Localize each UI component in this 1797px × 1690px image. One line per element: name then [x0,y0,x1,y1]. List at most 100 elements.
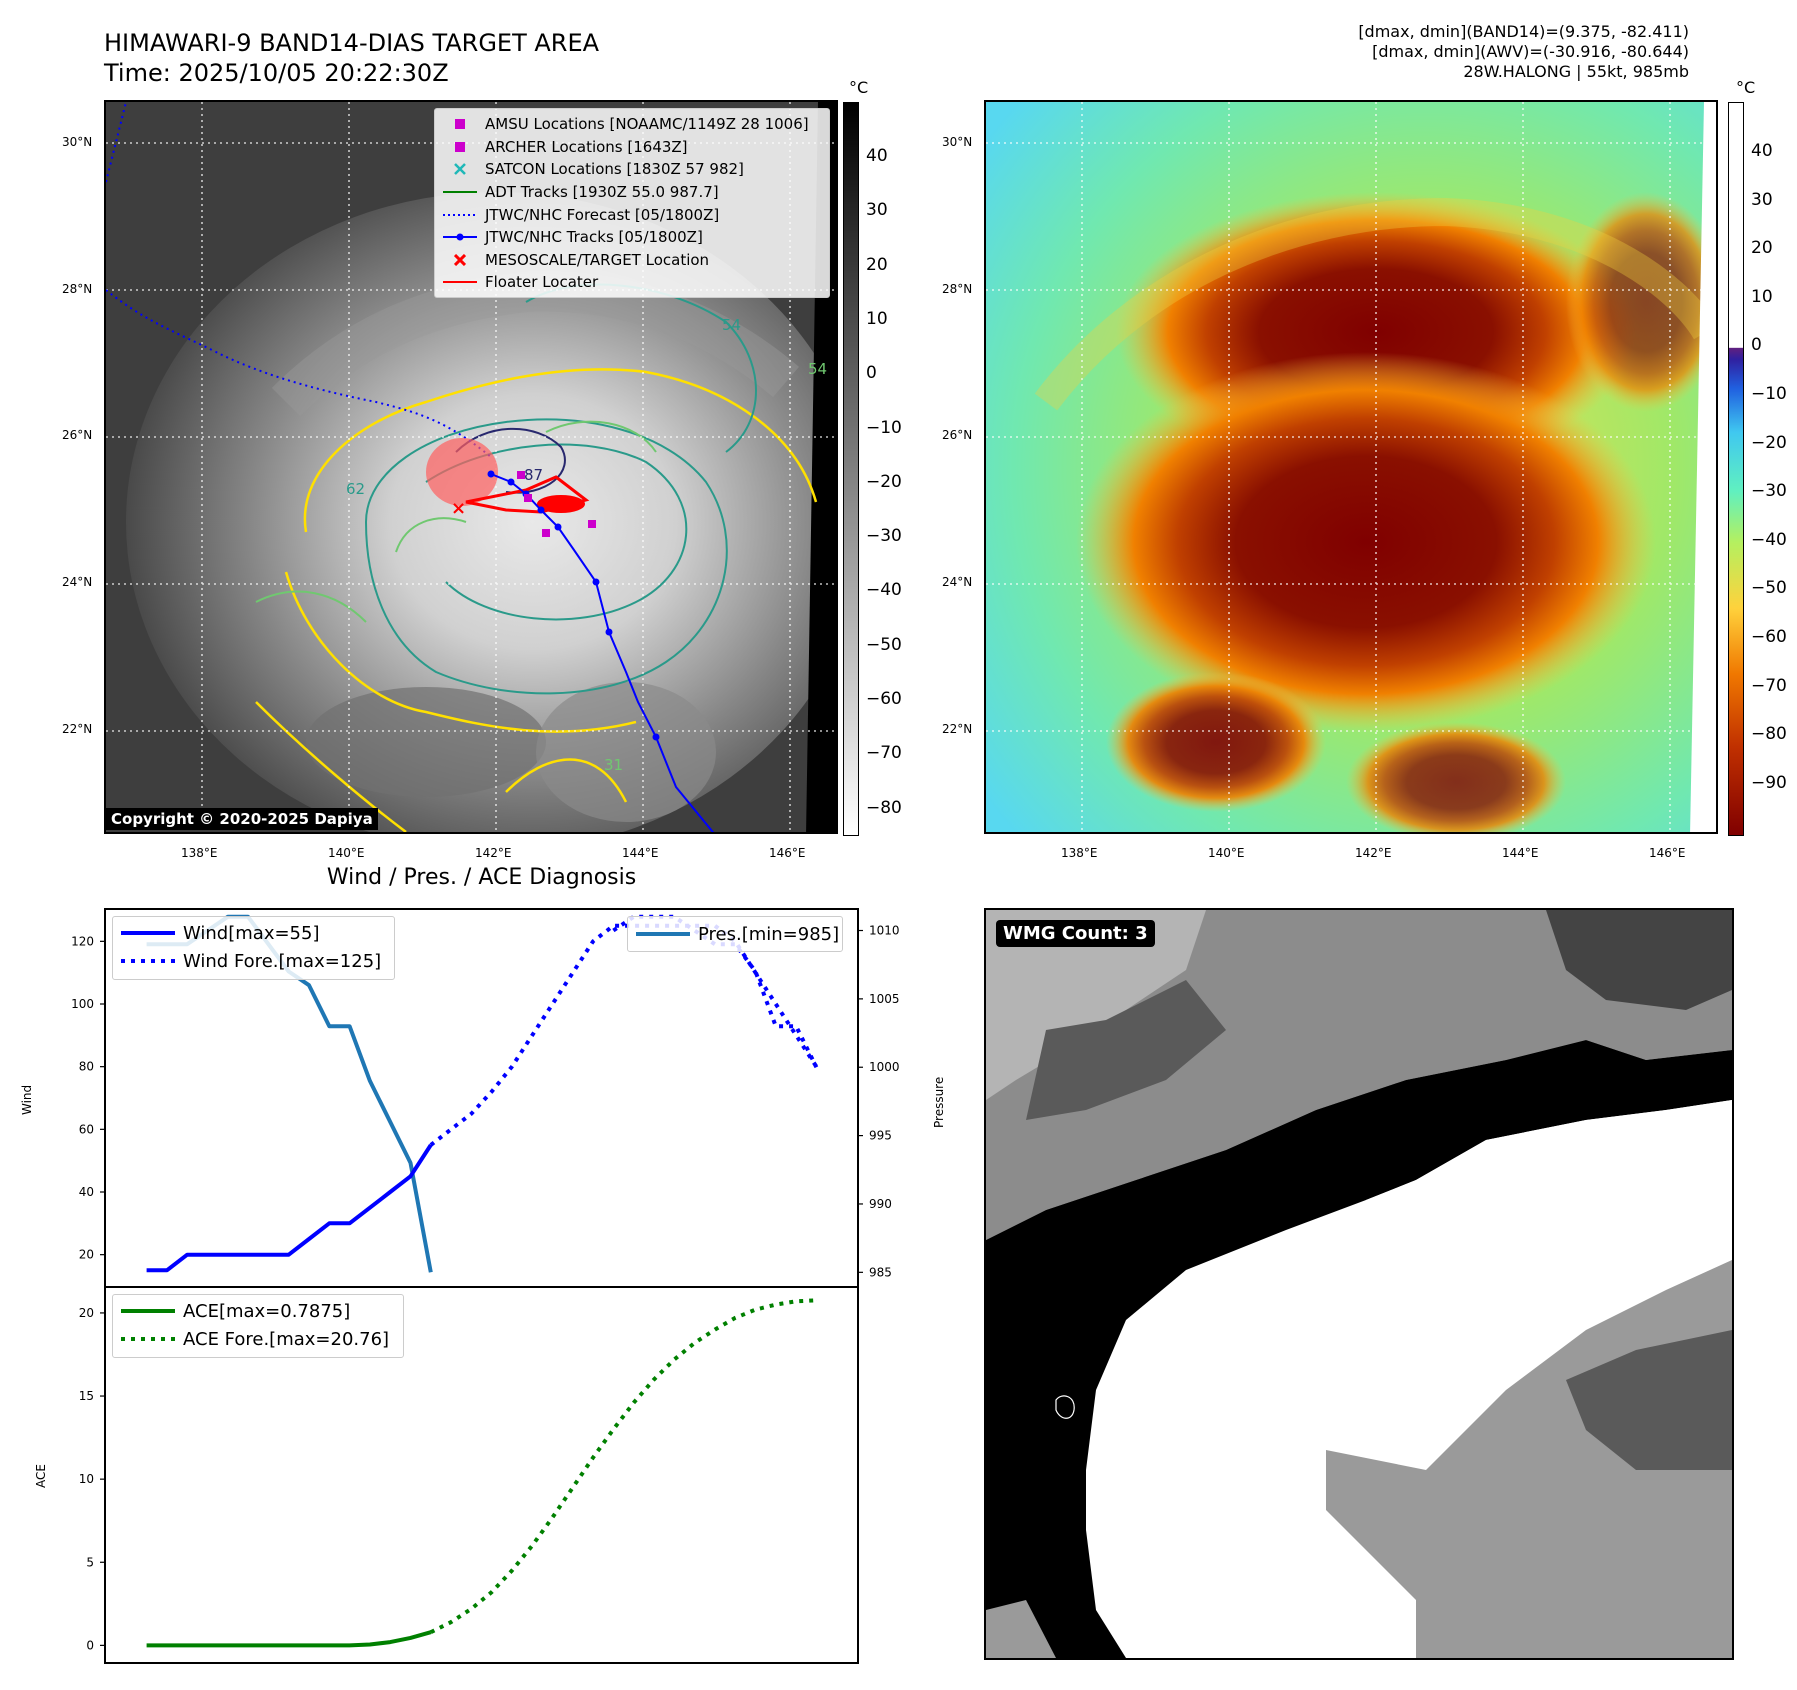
axis-tick-label: 0 [86,1638,94,1652]
ace-series-line [146,1630,432,1648]
axis-tick-label: 5 [86,1555,94,1569]
contour-label: 62 [346,480,365,498]
colorbar-tick-label: −60 [1751,627,1787,647]
ir-map-legend: AMSU Locations [NOAAMC/1149Z 28 1006] AR… [434,108,830,298]
wind-series-line [429,923,819,1147]
colorbar-tick-label: −30 [866,526,902,547]
colorbar-tick-label: 0 [866,363,877,384]
blue-dotted-line-icon [443,212,477,218]
pressure-axis-label: Pressure [932,1076,946,1128]
axis-tick-label: 80 [79,1060,94,1074]
wmg-count-label: WMG Count: 3 [996,920,1155,947]
colorbar-tick-label: −70 [1751,675,1787,696]
lat-label: 30°N [942,135,973,149]
colorbar-tick-label: 20 [1751,238,1773,259]
ace-plot: 20 15 10 5 0 [79,1298,817,1652]
axis-tick-label: 40 [79,1185,94,1199]
lon-label: 144°E [1502,846,1539,860]
contour-label: 31 [604,756,623,774]
axis-tick-label: 20 [79,1306,94,1320]
lat-label: 30°N [62,135,93,149]
colorbar-tick-label: −10 [866,417,902,438]
contour-label: 54 [722,316,741,334]
legend-item-adt: ADT Tracks [1930Z 55.0 987.7] [443,181,821,204]
info-block: [dmax, dmin](BAND14)=(9.375, -82.411) [d… [1358,22,1689,82]
jtwc-forecast-track [106,289,492,458]
info-line-band14: [dmax, dmin](BAND14)=(9.375, -82.411) [1358,22,1689,41]
legend-item-archer: ARCHER Locations [1643Z] [443,136,821,159]
lat-label: 28°N [62,282,93,296]
legend-item-pressure: Pres.[min=985] [636,919,839,949]
cyan-x-icon [443,163,477,176]
axis-tick-label: 60 [79,1122,94,1136]
axis-tick-label: 10 [79,1472,94,1486]
lat-label: 22°N [62,722,93,736]
legend-item-wind: Wind[max=55] [121,919,386,947]
legend-item-jtwc-tracks: JTWC/NHC Tracks [05/1800Z] [443,226,821,249]
wmg-panel [984,908,1734,1660]
green-line-icon [443,189,477,195]
ir-colorbar-unit: °C [849,78,869,97]
lon-label: 138°E [1061,846,1098,860]
magenta-square-icon [443,119,477,130]
blue-line-dot-icon [443,233,477,241]
legend-item-wind-fore: Wind Fore.[max=125] [121,947,386,975]
colorbar-tick-label: −30 [1751,481,1787,502]
lat-label: 28°N [942,282,973,296]
axis-tick-label: 1000 [869,1060,900,1074]
wind-series-line [146,1143,433,1273]
info-line-storm: 28W.HALONG | 55kt, 985mb [1463,62,1689,81]
contour-label: 87 [524,466,543,484]
colorbar-tick-label: −20 [1751,432,1787,453]
axis-tick-label: 20 [79,1248,94,1262]
legend-item-amsu: AMSU Locations [NOAAMC/1149Z 28 1006] [443,113,821,136]
colorbar-tick-label: −60 [866,689,902,709]
awv-colorbar-unit: °C [1736,78,1756,97]
lon-label: 142°E [1355,846,1392,860]
legend-item-ace-fore: ACE Fore.[max=20.76] [121,1325,395,1353]
ace-chart: 20 15 10 5 0 [79,1286,859,1664]
copyright-label: Copyright © 2020-2025 Dapiya [106,808,378,830]
pressure-series-line [612,914,819,1069]
awv-map-panel [984,100,1718,834]
axis-tick-label: 995 [869,1129,892,1143]
lon-label: 144°E [622,846,659,860]
ace-axis-label: ACE [34,1464,48,1488]
colorbar-tick-label: −50 [1751,578,1787,599]
axis-tick-label: 100 [71,997,94,1011]
colorbar-tick-label: 0 [1751,335,1762,356]
steelblue-line-icon [636,931,690,937]
axis-tick-label: 1010 [869,924,900,938]
colorbar-tick-label: 40 [866,146,888,166]
axis-tick-label: 15 [79,1389,94,1403]
axis-tick-label: 990 [869,1197,892,1211]
colorbar-tick-label: 30 [866,200,888,221]
lon-label: 140°E [1208,846,1245,860]
wind-axis-label: Wind [20,1084,34,1115]
lat-label: 24°N [942,575,973,589]
legend-item-satcon: SATCON Locations [1830Z 57 982] [443,158,821,181]
legend-item-ace: ACE[max=0.7875] [121,1297,395,1325]
ir-colorbar [843,102,859,836]
axis-tick-label: 1005 [869,992,900,1006]
colorbar-tick-label: 30 [1751,189,1773,210]
lon-label: 146°E [1649,846,1686,860]
colorbar-tick-label: 40 [1751,141,1773,161]
red-line-icon [443,279,477,285]
colorbar-tick-label: 20 [866,254,888,275]
awv-map-image [986,102,1716,832]
lat-label: 24°N [62,575,93,589]
axis-tick-label: 120 [71,934,94,948]
lon-label: 140°E [328,846,365,860]
awv-colorbar [1728,102,1744,836]
lon-label: 146°E [769,846,806,860]
colorbar-tick-label: −40 [866,580,902,601]
lat-label: 26°N [62,428,93,442]
pressure-legend: Pres.[min=985] [627,916,843,952]
colorbar-tick-label: −80 [866,797,902,818]
green-line-icon [121,1308,175,1314]
green-dotted-line-icon [121,1336,175,1342]
wmg-image [986,910,1732,1658]
legend-item-jtwc-forecast: JTWC/NHC Forecast [05/1800Z] [443,203,821,226]
contour-label: 54 [808,360,827,378]
